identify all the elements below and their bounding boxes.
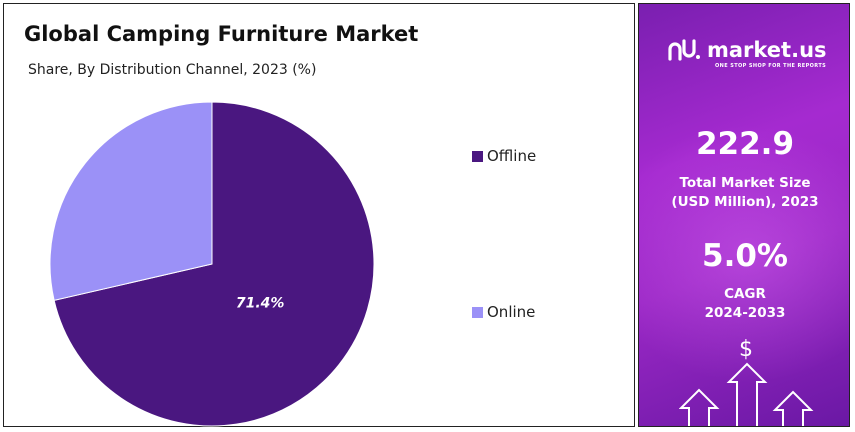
cagr-value: 5.0% <box>702 238 788 274</box>
legend-swatch-offline <box>472 150 483 162</box>
brand-tagline: ONE STOP SHOP FOR THE REPORTS <box>715 63 827 69</box>
market-summary-panel: market.us ONE STOP SHOP FOR THE REPORTS … <box>638 3 850 427</box>
pie-slice-online <box>49 101 213 301</box>
chart-title: Global Camping Furniture Market <box>24 22 419 46</box>
market-us-logo-icon <box>668 39 700 61</box>
legend-item-online: Online <box>472 303 535 321</box>
market-size-label-line2: (USD Million), 2023 <box>671 194 819 210</box>
legend-label-online: Online <box>487 303 536 321</box>
growth-arrows-graphic: $ <box>679 337 814 426</box>
dollar-icon: $ <box>739 337 753 362</box>
cagr-label-line2: 2024-2033 <box>704 305 786 321</box>
market-size-value: 222.9 <box>695 126 795 162</box>
legend-swatch-online <box>472 306 483 318</box>
up-arrow-icon <box>679 362 814 426</box>
chart-panel: Global Camping Furniture Market Share, B… <box>3 3 635 427</box>
pie-data-labels: 71.4% <box>236 295 285 311</box>
legend-label-offline: Offline <box>487 147 537 165</box>
chart-subtitle: Share, By Distribution Channel, 2023 (%) <box>28 62 317 78</box>
legend-item-offline: Offline <box>472 147 536 165</box>
pie-data-label-offline: 71.4% <box>236 295 285 311</box>
market-size-label-line1: Total Market Size <box>679 175 811 191</box>
background-glow <box>639 124 849 384</box>
pie-slices <box>49 101 375 427</box>
pie-chart: 71.4% <box>49 101 375 427</box>
pie-slice-offline <box>53 101 375 427</box>
brand: market.us <box>667 38 827 62</box>
brand-name: market.us <box>707 38 827 62</box>
cagr-label-line1: CAGR <box>724 286 766 302</box>
